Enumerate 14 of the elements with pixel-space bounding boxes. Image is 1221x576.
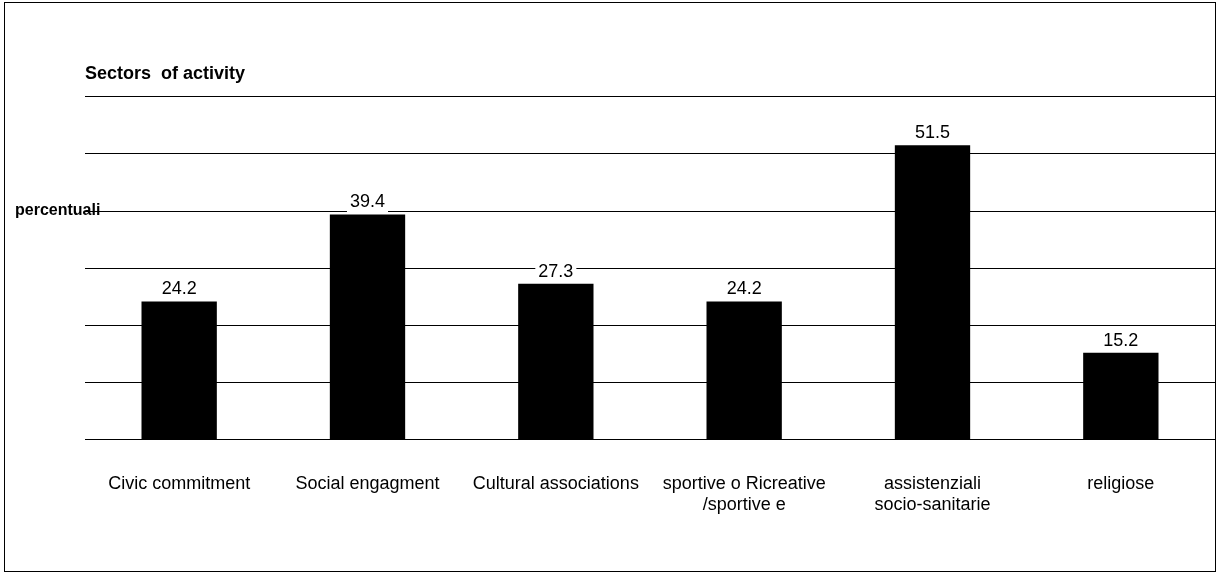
x-tick-label: Cultural associations xyxy=(472,472,639,493)
data-label: 24.2 xyxy=(161,278,197,299)
x-tick-label: sportive o Ricreative /sportive e xyxy=(662,472,826,515)
x-tick-label: Social engagment xyxy=(295,472,440,493)
x-tick-label: religiose xyxy=(1087,472,1155,493)
data-label: 27.3 xyxy=(538,260,574,281)
x-tick-label: Civic commitment xyxy=(108,472,251,493)
data-label: 24.2 xyxy=(726,278,762,299)
chart-title: Sectors of activity xyxy=(85,62,246,83)
y-axis-title: percentuali xyxy=(15,201,101,219)
data-label: 15.2 xyxy=(1103,329,1139,350)
x-tick-label: assistenziali socio-sanitarie xyxy=(874,472,991,515)
data-label: 51.5 xyxy=(914,122,951,143)
data-label: 39.4 xyxy=(349,191,386,212)
